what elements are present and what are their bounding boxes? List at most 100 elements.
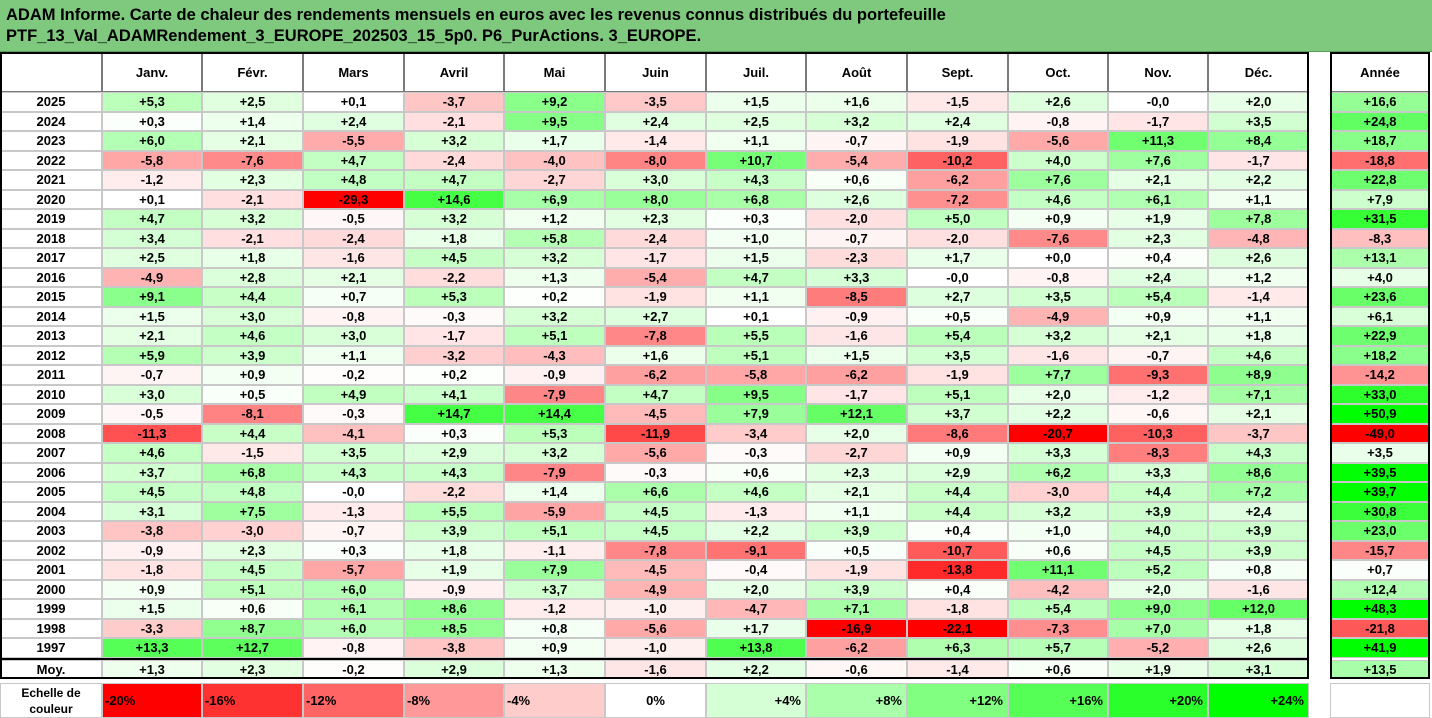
heatmap-cell: -9,1	[706, 540, 806, 560]
heatmap-cell: +6,2	[1008, 462, 1108, 482]
row-year-label: 2019	[0, 209, 102, 229]
heatmap-cell: +3,2	[404, 131, 504, 151]
heatmap-cell: +1,5	[102, 306, 202, 326]
average-cell: +2,9	[404, 659, 504, 679]
heatmap-cell: +2,6	[1208, 638, 1309, 658]
heatmap-cell: +3,4	[102, 228, 202, 248]
column-header: Déc.	[1208, 52, 1309, 92]
heatmap-cell: -0,0	[907, 267, 1008, 287]
column-header: Oct.	[1008, 52, 1108, 92]
heatmap-cell: +1,2	[504, 209, 605, 229]
heatmap-cell: -0,7	[303, 521, 404, 541]
heatmap-cell: +0,6	[202, 599, 303, 619]
row-year-label: 2008	[0, 423, 102, 443]
heatmap-cell: +5,1	[504, 326, 605, 346]
heatmap-cell: +1,8	[404, 228, 504, 248]
heatmap-cell: +4,7	[605, 384, 706, 404]
heatmap-cell: -7,8	[605, 540, 706, 560]
heatmap-cell: +1,9	[1108, 209, 1208, 229]
heatmap-cell: -4,5	[605, 560, 706, 580]
heatmap-cell: -11,9	[605, 423, 706, 443]
column-header-annee: Année	[1330, 52, 1430, 92]
heatmap-cell: +0,3	[303, 540, 404, 560]
heatmap-cell: +3,2	[1008, 501, 1108, 521]
heatmap-cell: -5,6	[605, 618, 706, 638]
heatmap-cell: +13,3	[102, 638, 202, 658]
heatmap-cell: +5,3	[404, 287, 504, 307]
heatmap-cell: +7,9	[706, 404, 806, 424]
heatmap-cell: -0,7	[102, 365, 202, 385]
annee-cell: +18,7	[1330, 131, 1430, 151]
heatmap-cell: +12,1	[806, 404, 907, 424]
heatmap-cell: +3,2	[504, 306, 605, 326]
heatmap-cell: -4,3	[504, 345, 605, 365]
column-header: Févr.	[202, 52, 303, 92]
heatmap-cell: +2,1	[202, 131, 303, 151]
heatmap-cell: +7,5	[202, 501, 303, 521]
row-year-label: 2001	[0, 560, 102, 580]
heatmap-cell: +2,2	[1008, 404, 1108, 424]
heatmap-cell: -1,9	[907, 131, 1008, 151]
heatmap-cell: -1,6	[806, 326, 907, 346]
row-year-label: 2012	[0, 345, 102, 365]
heatmap-cell: -8,5	[806, 287, 907, 307]
heatmap-cell: +2,1	[1208, 404, 1309, 424]
heatmap-cell: +1,1	[806, 501, 907, 521]
row-year-label: 2014	[0, 306, 102, 326]
heatmap-cell: +2,0	[1008, 384, 1108, 404]
heatmap-cell: +5,2	[1108, 560, 1208, 580]
row-year-label: 2015	[0, 287, 102, 307]
heatmap-cell: +0,4	[907, 579, 1008, 599]
heatmap-cell: +6,0	[303, 618, 404, 638]
heatmap-cell: -2,3	[806, 248, 907, 268]
heatmap-cell: +4,0	[1108, 521, 1208, 541]
heatmap-cell: +3,0	[605, 170, 706, 190]
heatmap-cell: -4,5	[605, 404, 706, 424]
row-year-label: 2025	[0, 92, 102, 112]
heatmap-cell: -16,9	[806, 618, 907, 638]
heatmap-cell: -3,5	[605, 92, 706, 112]
row-year-label: 2010	[0, 384, 102, 404]
heatmap-cell: -0,7	[1108, 345, 1208, 365]
heatmap-cell: -0,3	[605, 462, 706, 482]
heatmap-cell: +4,4	[907, 482, 1008, 502]
heatmap-cell: +8,4	[1208, 131, 1309, 151]
heatmap-cell: -10,7	[907, 540, 1008, 560]
heatmap-cell: -3,7	[404, 92, 504, 112]
heatmap-cell: -2,4	[303, 228, 404, 248]
heatmap-cell: +3,3	[1108, 462, 1208, 482]
heatmap-cell: +1,7	[706, 618, 806, 638]
heatmap-cell: +7,8	[1208, 209, 1309, 229]
color-scale-swatch: +24%	[1208, 683, 1309, 718]
heatmap-cell: -1,5	[202, 443, 303, 463]
heatmap-cell: +3,9	[1108, 501, 1208, 521]
heatmap-cell: +4,3	[706, 170, 806, 190]
heatmap-cell: -5,8	[706, 365, 806, 385]
heatmap-cell: -7,2	[907, 189, 1008, 209]
heatmap-cell: -1,9	[605, 287, 706, 307]
heatmap-cell: +9,5	[706, 384, 806, 404]
heatmap-cell: +2,7	[907, 287, 1008, 307]
heatmap-cell: +1,4	[504, 482, 605, 502]
heatmap-cell: +3,3	[1008, 443, 1108, 463]
heatmap-cell: +2,4	[1208, 501, 1309, 521]
heatmap-cell: -1,8	[102, 560, 202, 580]
heatmap-cell: +3,5	[1208, 111, 1309, 131]
heatmap-cell: +4,6	[1208, 345, 1309, 365]
heatmap-cell: -1,0	[605, 638, 706, 658]
heatmap-cell: +4,0	[1008, 150, 1108, 170]
annee-cell: +3,5	[1330, 443, 1430, 463]
heatmap-cell: +0,7	[303, 287, 404, 307]
heatmap-cell: +0,9	[907, 443, 1008, 463]
heatmap-cell: -0,5	[102, 404, 202, 424]
heatmap-cell: -7,6	[202, 150, 303, 170]
heatmap-cell: -2,4	[605, 228, 706, 248]
heatmap-cell: +3,9	[202, 345, 303, 365]
heatmap-cell: -4,9	[1008, 306, 1108, 326]
heatmap-cell: +5,4	[1008, 599, 1108, 619]
heatmap-cell: -4,7	[706, 599, 806, 619]
heatmap-cell: -2,1	[202, 228, 303, 248]
heatmap-cell: +2,5	[202, 92, 303, 112]
heatmap-cell: +0,9	[504, 638, 605, 658]
heatmap-cell: +2,7	[605, 306, 706, 326]
